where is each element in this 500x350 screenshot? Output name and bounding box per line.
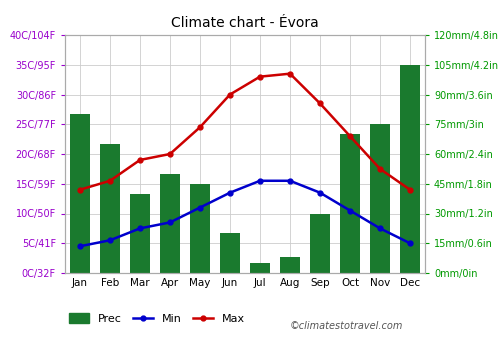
Bar: [250, 263, 270, 273]
Bar: [130, 194, 150, 273]
Bar: [160, 174, 180, 273]
Bar: [370, 124, 390, 273]
Bar: [280, 257, 300, 273]
Bar: [70, 114, 90, 273]
Legend: Prec, Min, Max: Prec, Min, Max: [65, 309, 250, 328]
Title: Climate chart - Évora: Climate chart - Évora: [171, 16, 319, 30]
Bar: [190, 184, 210, 273]
Bar: [100, 144, 120, 273]
Bar: [340, 134, 360, 273]
Bar: [220, 233, 240, 273]
Text: ©climatestotravel.com: ©climatestotravel.com: [290, 321, 404, 331]
Bar: [400, 65, 420, 273]
Bar: [310, 214, 330, 273]
